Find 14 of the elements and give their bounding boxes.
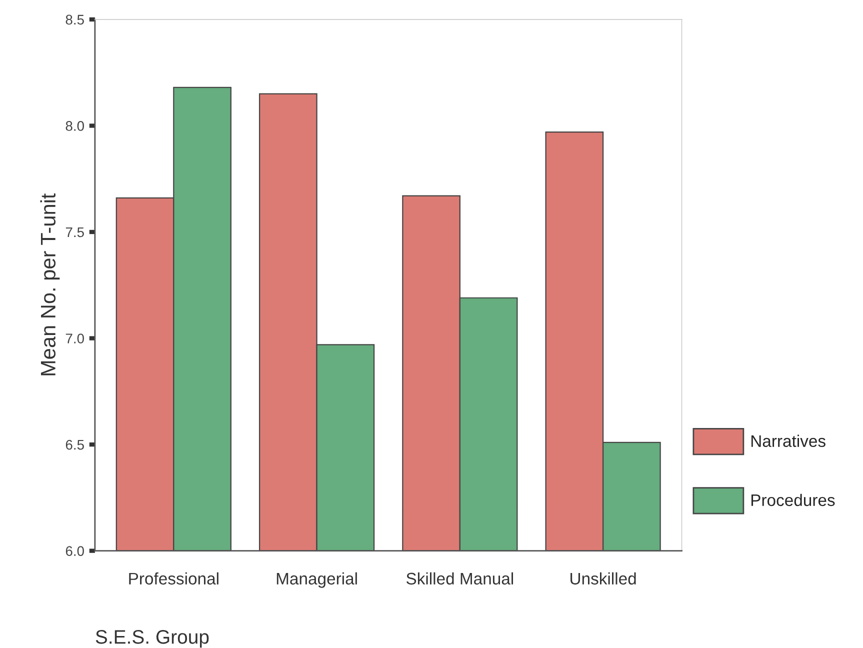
x-tick-label: Unskilled	[570, 572, 636, 585]
y-tick-label: 6.0	[66, 546, 84, 556]
x-tick-label: Professional	[129, 572, 218, 585]
y-tick-label: 6.5	[66, 440, 84, 450]
x-tick-label: Skilled Manual	[406, 572, 513, 585]
y-tick-label: 7.0	[66, 334, 84, 344]
x-axis-title: S.E.S. Group	[96, 630, 209, 648]
legend-label: Narratives	[751, 434, 826, 448]
y-axis-title: Mean No. per T-unit	[40, 193, 60, 376]
y-tick-label: 8.0	[66, 121, 84, 131]
y-tick-label: 7.5	[66, 227, 84, 238]
y-tick-label: 8.5	[66, 14, 84, 25]
x-tick-label: Managerial	[276, 572, 357, 588]
legend-label: Procedures	[751, 494, 835, 506]
